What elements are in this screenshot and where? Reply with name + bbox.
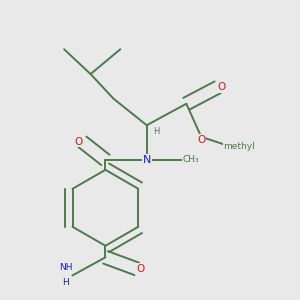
Text: N: N <box>142 155 151 165</box>
Text: methyl: methyl <box>223 142 255 151</box>
Text: CH₃: CH₃ <box>182 155 199 164</box>
Text: O: O <box>197 135 205 145</box>
Text: H: H <box>62 278 69 286</box>
Text: O: O <box>217 82 225 92</box>
Text: H: H <box>153 127 160 136</box>
Text: NH: NH <box>59 263 73 272</box>
Text: O: O <box>75 137 83 147</box>
Text: O: O <box>136 264 144 274</box>
